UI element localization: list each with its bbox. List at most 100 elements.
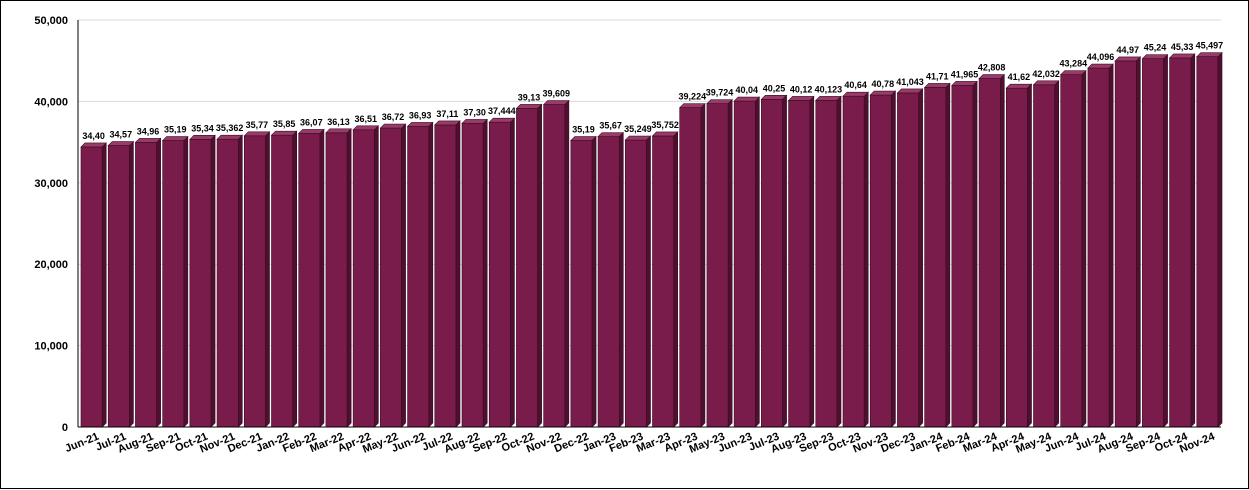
bar (162, 140, 185, 428)
bar-top (678, 103, 706, 109)
bar (461, 123, 484, 428)
bar-top (488, 117, 516, 123)
data-label: 36,13 (327, 117, 350, 127)
bar-side (755, 96, 760, 428)
bar (1169, 57, 1192, 428)
data-label: 37,30 (463, 107, 486, 117)
bar (1033, 84, 1056, 428)
data-labels: 34,40 34,57 34,96 35,19 35,34 35,362 35,77 35,8… (82, 41, 1223, 141)
data-label: 36,72 (382, 112, 405, 122)
bar-side (673, 131, 679, 428)
y-tick-label: 50,000 (34, 15, 68, 27)
data-label: 42,808 (978, 63, 1006, 73)
bar-side (618, 131, 624, 428)
bar-top (1114, 56, 1142, 62)
bar-top (1032, 80, 1060, 86)
bar-top (270, 130, 298, 136)
bar-top (297, 129, 325, 134)
bar-top (760, 94, 788, 100)
bar (1060, 74, 1083, 428)
data-label: 37,444 (488, 106, 516, 116)
bar (1005, 87, 1028, 428)
bar-top (434, 120, 461, 126)
data-label: 35,34 (191, 123, 214, 133)
bar-side (809, 95, 815, 428)
data-label: 40,78 (872, 79, 895, 89)
y-axis: 0 10,000 20,000 30,000 40,000 50,000 (34, 15, 79, 434)
bar-top (923, 83, 951, 88)
bar-top (706, 99, 733, 104)
data-label: 35,249 (624, 124, 652, 134)
data-label: 40,25 (763, 83, 786, 93)
data-label: 44,97 (1116, 45, 1139, 55)
bar-top (243, 131, 271, 137)
bar-side (537, 103, 542, 428)
bar-side (292, 130, 298, 428)
data-label: 39,13 (518, 92, 541, 102)
data-label: 41,62 (1008, 72, 1031, 82)
y-tick-label: 20,000 (34, 259, 68, 271)
bar-top (161, 136, 189, 141)
bar-top (869, 90, 897, 96)
bar-top (461, 119, 488, 124)
bar (189, 139, 212, 428)
y-tick-label: 30,000 (34, 178, 68, 190)
bar (624, 139, 647, 428)
bar-top (1005, 83, 1033, 89)
bar-side (918, 88, 923, 428)
data-label: 39,609 (542, 89, 570, 99)
bar (516, 108, 538, 428)
bar-side (319, 128, 325, 428)
bar (679, 107, 702, 428)
data-label: 36,07 (300, 117, 323, 127)
data-label: 35,85 (273, 119, 296, 129)
data-label: 44,096 (1087, 52, 1115, 62)
bar-side (210, 134, 216, 428)
bar-side (237, 134, 243, 428)
data-label: 35,77 (246, 120, 269, 130)
bar (733, 100, 756, 428)
bar-side (129, 140, 134, 428)
data-label: 35,362 (216, 123, 244, 133)
bar-side (591, 135, 597, 428)
bars (80, 51, 1223, 428)
bar (80, 146, 103, 428)
bar (924, 87, 947, 428)
bar-top (1168, 53, 1196, 59)
bar-top (597, 132, 625, 137)
y-tick-label: 40,000 (34, 96, 68, 108)
bar (352, 129, 375, 428)
data-label: 35,19 (164, 125, 187, 135)
bar-side (1163, 53, 1168, 428)
bar-top (406, 122, 434, 127)
bar (243, 135, 266, 428)
bar (380, 127, 402, 428)
bar (488, 121, 511, 428)
bar (652, 135, 675, 428)
bar (1142, 58, 1164, 428)
bar (1196, 56, 1219, 428)
bar-side (183, 135, 189, 428)
bar-top (1087, 63, 1114, 69)
bar (298, 133, 321, 428)
bar-side (401, 123, 406, 428)
data-label: 40,04 (735, 85, 758, 95)
bar-top (80, 142, 107, 148)
bar-side (646, 135, 651, 428)
bar-top (325, 128, 352, 134)
data-label: 40,64 (844, 80, 867, 90)
bar (978, 78, 1001, 428)
bar-side (1054, 80, 1060, 428)
bar-top (570, 136, 597, 141)
bar (842, 95, 865, 428)
bar (135, 142, 157, 428)
bar-side (1108, 63, 1114, 428)
bar (706, 103, 729, 428)
bar-top (352, 125, 380, 131)
bar-top (1196, 52, 1223, 57)
y-tick-label: 10,000 (34, 341, 68, 353)
data-label: 37,11 (436, 109, 458, 119)
data-label: 41,965 (951, 69, 979, 79)
